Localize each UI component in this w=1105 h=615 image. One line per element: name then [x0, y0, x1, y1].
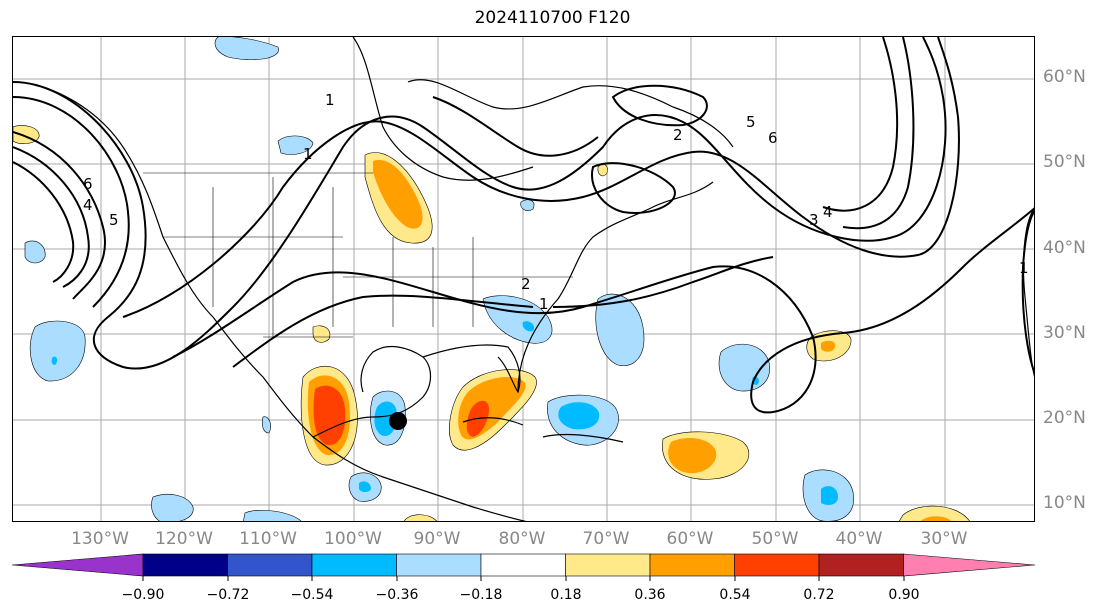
lon-label: 80°W: [498, 529, 546, 549]
lon-label: 40°W: [835, 529, 883, 549]
contour-label: 1: [325, 91, 335, 109]
colorbar-tick-label: 0.90: [888, 587, 920, 603]
contour-label: 2: [521, 275, 531, 293]
colorbar-tick-label: 0.72: [803, 587, 835, 603]
colorbar-cell: [903, 553, 1036, 577]
lat-label: 20°N: [1043, 408, 1086, 428]
colorbar-tick-label: 0.18: [550, 587, 582, 603]
lon-label: 70°W: [582, 529, 630, 549]
shaded-fields: [13, 37, 970, 521]
contour-label: 5: [109, 211, 119, 229]
lon-label: 110°W: [239, 529, 297, 549]
colorbar-cell: [818, 553, 904, 577]
contour-label: 5: [746, 113, 756, 131]
colorbar-tick-label: 0.36: [634, 587, 666, 603]
lon-label: 50°W: [751, 529, 799, 549]
map-panel: 6 4 5 1 2 1 1 2 3 4 5 6 1: [12, 36, 1035, 522]
lat-label: 50°N: [1043, 152, 1086, 172]
lat-label: 30°N: [1043, 323, 1086, 343]
colorbar-cell: [227, 553, 313, 577]
colorbar-cell: [142, 553, 228, 577]
colorbar: [11, 553, 1036, 581]
contour-label: 1: [539, 295, 549, 313]
colorbar-cell: [649, 553, 735, 577]
colorbar-cell: [396, 553, 482, 577]
colorbar-cell: [11, 553, 144, 577]
colorbar-tick-label: 0.54: [719, 587, 751, 603]
colorbar-tick-label: −0.18: [459, 587, 503, 603]
black-dot-icon: [389, 412, 407, 430]
lon-label: 90°W: [413, 529, 461, 549]
colorbar-cell: [565, 553, 651, 577]
contour-label: 6: [768, 129, 778, 147]
contour-label: 3: [809, 211, 819, 229]
contour-label: 1: [303, 145, 313, 163]
contour-label: 4: [83, 196, 93, 214]
lat-label: 60°N: [1043, 67, 1086, 87]
lon-label: 60°W: [666, 529, 714, 549]
lat-label: 40°N: [1043, 238, 1086, 258]
colorbar-cell: [480, 553, 566, 577]
map-svg: 6 4 5 1 2 1 1 2 3 4 5 6 1: [13, 37, 1034, 521]
colorbar-cell: [734, 553, 820, 577]
coastlines: [42, 37, 1034, 521]
contour-label: 4: [823, 203, 833, 221]
colorbar-tick-label: −0.72: [206, 587, 250, 603]
lon-label: 30°W: [920, 529, 968, 549]
colorbar-tick-label: −0.54: [290, 587, 334, 603]
height-contours: [13, 37, 1034, 414]
figure-title: 2024110700 F120: [474, 8, 631, 28]
contour-label: 1: [1019, 259, 1029, 277]
contour-labels: 6 4 5 1 2 1 1 2 3 4 5 6 1: [83, 91, 1029, 313]
lon-label: 120°W: [155, 529, 213, 549]
contour-label: 2: [673, 126, 683, 144]
colorbar-ticks: [142, 576, 905, 581]
lat-label: 10°N: [1043, 493, 1086, 513]
contour-label: 6: [83, 175, 93, 193]
colorbar-tick-label: −0.90: [121, 587, 165, 603]
colorbar-cell: [311, 553, 397, 577]
lon-label: 100°W: [324, 529, 382, 549]
colorbar-tick-label: −0.36: [375, 587, 419, 603]
lon-label: 130°W: [71, 529, 129, 549]
